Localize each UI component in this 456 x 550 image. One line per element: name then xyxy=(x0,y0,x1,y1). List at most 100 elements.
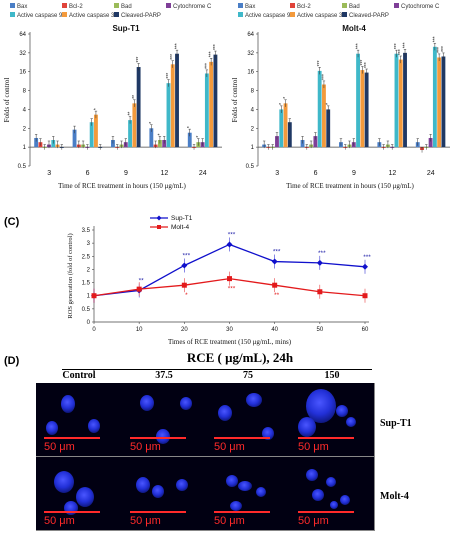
significance-star: *** xyxy=(356,43,362,49)
scale-bar xyxy=(298,511,354,513)
legend-swatch xyxy=(62,3,67,8)
bar xyxy=(403,52,407,148)
significance-star: *** xyxy=(273,249,281,256)
scale-bar-label: 50 μm xyxy=(44,441,75,453)
y-tick-label: 0.5 xyxy=(18,164,27,170)
nucleus-blob xyxy=(54,471,74,493)
bar xyxy=(313,136,318,148)
bar xyxy=(149,128,154,148)
scale-bar-label: 50 μm xyxy=(130,515,161,527)
legend-label: Active caspase 9 xyxy=(245,13,291,19)
bar xyxy=(51,140,56,148)
legend-label: Cleaved-PARP xyxy=(121,13,161,19)
nucleus-blob xyxy=(312,489,324,501)
microscopy-image: 50 μm xyxy=(206,457,291,531)
bar xyxy=(136,67,141,148)
significance-star: *** xyxy=(363,254,371,261)
scale-bar-label: 50 μm xyxy=(214,515,245,527)
x-tick-label: 3 xyxy=(275,170,279,177)
significance-star: * xyxy=(185,292,188,299)
y-tick-label: 2 xyxy=(87,267,91,273)
significance-star: *** xyxy=(170,54,176,60)
nucleus-blob xyxy=(230,501,242,511)
y-axis-label: Folds of control xyxy=(231,78,239,123)
microscopy-image: 50 μm xyxy=(290,383,375,457)
nucleus-blob xyxy=(176,479,188,491)
nucleus-blob xyxy=(156,429,170,444)
data-point xyxy=(317,289,323,295)
bar xyxy=(394,53,399,148)
bar xyxy=(128,120,132,148)
x-tick-label: 0 xyxy=(92,327,96,333)
x-tick-label: 24 xyxy=(199,170,207,177)
x-tick-label: 3 xyxy=(47,170,51,177)
nucleus-blob xyxy=(346,417,356,427)
y-tick-label: 64 xyxy=(247,32,254,38)
scale-bar-label: 50 μm xyxy=(298,441,329,453)
bar xyxy=(364,72,369,148)
bar xyxy=(132,103,137,148)
line-chart-ros: 0 0.5 1 1.5 2 2.5 3 3.5 0 10 20 30 40 50 60 ROS generat… xyxy=(67,215,371,346)
significance-star: *** xyxy=(166,73,172,79)
y-tick-label: 3.5 xyxy=(82,228,91,234)
significance-star: *** xyxy=(441,46,447,52)
y-tick-label: 16 xyxy=(247,70,254,76)
y-tick-label: 1.5 xyxy=(82,281,91,287)
y-tick-label: 2 xyxy=(251,126,255,132)
significance-star: *** xyxy=(394,43,400,49)
significance-star: *** xyxy=(403,42,409,48)
significance-star: * xyxy=(149,122,155,124)
nucleus-blob xyxy=(46,421,58,435)
nucleus-blob xyxy=(140,395,154,411)
scale-bar-label: 50 μm xyxy=(130,441,161,453)
panel-c-label: (C) xyxy=(4,216,20,228)
bar xyxy=(356,53,360,148)
data-point xyxy=(91,293,97,299)
legend-swatch xyxy=(114,3,119,8)
data-point xyxy=(226,241,233,248)
microscopy-heading: RCE ( μg/mL), 24h xyxy=(186,350,294,365)
nucleus-blob xyxy=(330,501,338,509)
data-point xyxy=(362,263,368,270)
legend-swatch xyxy=(342,12,347,17)
nucleus-blob xyxy=(298,417,316,437)
legend-label: Bad xyxy=(121,4,132,10)
y-tick-label: 32 xyxy=(247,51,254,57)
significance-star: ** xyxy=(132,95,138,99)
legend-label: Cleaved-PARP xyxy=(349,13,389,19)
y-tick-label: 2 xyxy=(23,126,27,132)
x-axis-label: Time of RCE treatment in hours (150 μg/m… xyxy=(58,182,186,190)
bar xyxy=(157,140,162,148)
legend-swatch xyxy=(290,3,295,8)
nucleus-blob xyxy=(226,475,238,487)
bar xyxy=(322,84,326,148)
significance-star: * xyxy=(283,97,289,99)
microscopy-image: 50 μm xyxy=(36,457,123,531)
y-tick-label: 1 xyxy=(87,294,91,300)
significance-star: ** xyxy=(274,292,280,299)
nucleus-blob xyxy=(88,419,100,433)
bar xyxy=(166,83,171,148)
legend-label: Bax xyxy=(17,4,27,10)
significance-star: *** xyxy=(213,44,219,50)
col-label-150: 150 xyxy=(324,370,340,381)
significance-star: * xyxy=(187,126,193,128)
significance-star: * xyxy=(279,103,285,105)
significance-star: *** xyxy=(321,74,327,80)
bar xyxy=(175,53,179,148)
x-axis-label: Time of RCE treatment in hours (150 μg/m… xyxy=(286,182,414,190)
scale-bar xyxy=(298,437,354,439)
y-axis-label: ROS generation (fold of control) xyxy=(67,233,74,318)
x-tick-label: 6 xyxy=(86,170,90,177)
y-tick-label: 2.5 xyxy=(82,254,91,260)
legend-label: Cytochrome C xyxy=(173,4,212,10)
legend-swatch xyxy=(394,3,399,8)
scale-bar xyxy=(214,437,270,439)
nucleus-blob xyxy=(326,477,336,487)
microscopy-image: 50 μm xyxy=(36,383,123,457)
legend-swatch xyxy=(114,12,119,17)
legend-swatch xyxy=(10,3,15,8)
significance-star: *** xyxy=(209,51,215,57)
y-tick-label: 3 xyxy=(87,241,91,247)
